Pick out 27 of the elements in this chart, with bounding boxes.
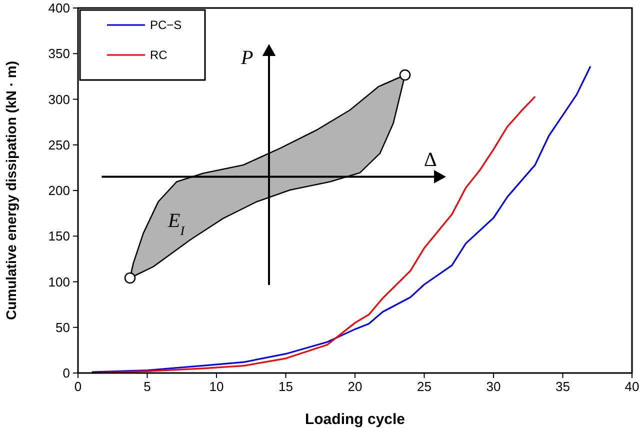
y-tick-label: 150 xyxy=(48,228,70,244)
x-tick-label: 0 xyxy=(74,379,82,394)
x-tick-label: 30 xyxy=(486,379,501,394)
x-tick-label: 35 xyxy=(556,379,570,394)
y-tick-label: 0 xyxy=(62,366,70,380)
y-tick-label: 200 xyxy=(48,183,70,198)
x-axis-title: Loading cycle xyxy=(304,411,406,428)
legend-label: PC−S xyxy=(150,18,182,32)
x-tick-label: 40 xyxy=(624,379,640,394)
line-series xyxy=(91,96,536,374)
legend-label: RC xyxy=(150,48,168,62)
annotation: Δ xyxy=(424,149,437,171)
x-tick-label: 5 xyxy=(144,379,151,394)
y-axis-title: Cumulative energy dissipation (kN · m) xyxy=(3,60,19,320)
x-tick-label: 10 xyxy=(209,379,224,394)
annotation: E$_{I}$ xyxy=(167,210,186,238)
x-tick-label: 15 xyxy=(278,379,293,394)
line-series xyxy=(91,66,592,373)
y-tick-label: 400 xyxy=(48,0,70,16)
y-tick-label: 350 xyxy=(48,46,70,62)
y-tick-label: 100 xyxy=(48,274,70,290)
annotation: P xyxy=(240,47,254,69)
x-tick-label: 20 xyxy=(348,379,362,394)
y-tick-label: 300 xyxy=(48,92,70,107)
y-tick-label: 50 xyxy=(56,320,70,335)
y-tick-label: 250 xyxy=(48,137,70,152)
x-tick-label: 25 xyxy=(417,379,432,394)
